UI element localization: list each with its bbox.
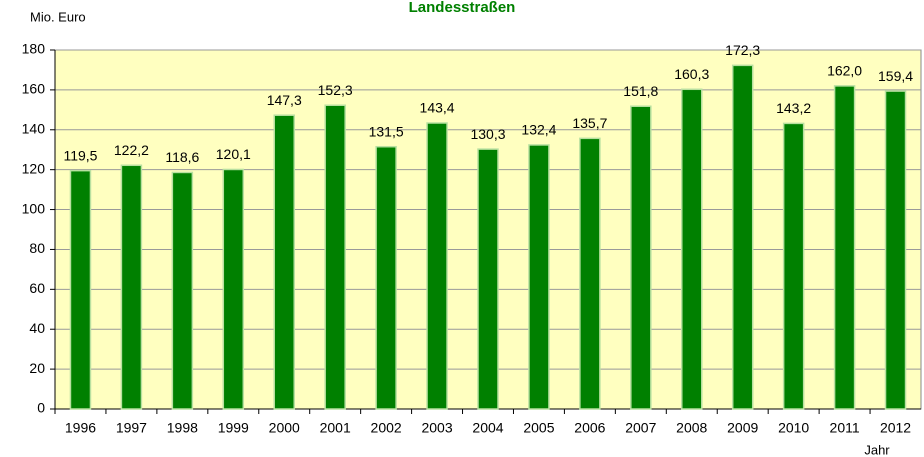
x-tick-label: 1997 xyxy=(116,420,147,436)
x-tick-label: 1999 xyxy=(218,420,249,436)
x-tick-label: 1996 xyxy=(65,420,96,436)
bar xyxy=(477,148,499,410)
value-label: 147,3 xyxy=(267,92,302,108)
bar xyxy=(273,114,295,410)
value-label: 159,4 xyxy=(878,68,913,84)
x-tick-label: 2011 xyxy=(830,420,860,436)
x-tick-label: 2004 xyxy=(472,420,503,436)
bar xyxy=(324,104,346,410)
bar xyxy=(681,88,703,410)
x-tick-label: 2005 xyxy=(523,420,554,436)
value-label: 131,5 xyxy=(369,123,404,139)
value-label: 162,0 xyxy=(827,63,862,79)
x-tick-label: 2007 xyxy=(625,420,656,436)
value-label: 135,7 xyxy=(572,115,607,131)
y-tick-label: 0 xyxy=(37,400,45,416)
bar xyxy=(884,90,907,410)
value-label: 120,1 xyxy=(216,146,251,162)
y-tick-label: 140 xyxy=(22,120,46,136)
bar xyxy=(171,171,194,410)
y-tick-label: 100 xyxy=(22,200,46,216)
x-tick-label: 2000 xyxy=(269,420,300,436)
value-label: 151,8 xyxy=(623,83,658,99)
value-label: 132,4 xyxy=(521,122,556,138)
value-label: 122,2 xyxy=(114,142,149,158)
bar xyxy=(120,164,143,410)
x-tick-label: 2008 xyxy=(676,420,707,436)
value-label: 119,5 xyxy=(63,147,97,163)
y-tick-label: 20 xyxy=(29,360,45,376)
value-label: 143,2 xyxy=(776,100,811,116)
x-tick-label: 2001 xyxy=(320,420,351,436)
bar xyxy=(222,168,245,410)
value-label: 118,6 xyxy=(165,149,199,165)
y-tick-label: 40 xyxy=(29,320,45,336)
bar xyxy=(630,105,652,410)
bar xyxy=(579,137,601,410)
value-label: 130,3 xyxy=(470,126,505,142)
y-tick-label: 60 xyxy=(29,280,45,296)
bar xyxy=(375,145,397,410)
bar xyxy=(731,64,754,410)
bar xyxy=(833,85,856,410)
bar xyxy=(426,122,448,410)
x-tick-label: 2012 xyxy=(880,420,911,436)
x-axis-label: Jahr xyxy=(864,442,890,457)
x-tick-label: 2003 xyxy=(421,420,452,436)
y-tick-label: 180 xyxy=(22,41,46,57)
chart-title: Landesstraßen xyxy=(409,0,516,16)
value-label: 152,3 xyxy=(318,82,353,98)
x-tick-label: 2010 xyxy=(778,420,809,436)
bar xyxy=(782,122,805,410)
y-tick-label: 120 xyxy=(22,160,46,176)
bar xyxy=(528,144,550,410)
x-tick-label: 2009 xyxy=(727,420,758,436)
x-tick-label: 2006 xyxy=(574,420,605,436)
value-label: 172,3 xyxy=(725,42,760,58)
x-tick-label: 2002 xyxy=(371,420,402,436)
y-tick-label: 80 xyxy=(29,240,45,256)
y-tick-label: 160 xyxy=(22,81,46,97)
value-label: 160,3 xyxy=(674,66,709,82)
value-label: 143,4 xyxy=(420,100,455,116)
bar xyxy=(69,169,92,410)
x-tick-label: 1998 xyxy=(167,420,198,436)
y-axis-label: Mio. Euro xyxy=(30,9,86,24)
